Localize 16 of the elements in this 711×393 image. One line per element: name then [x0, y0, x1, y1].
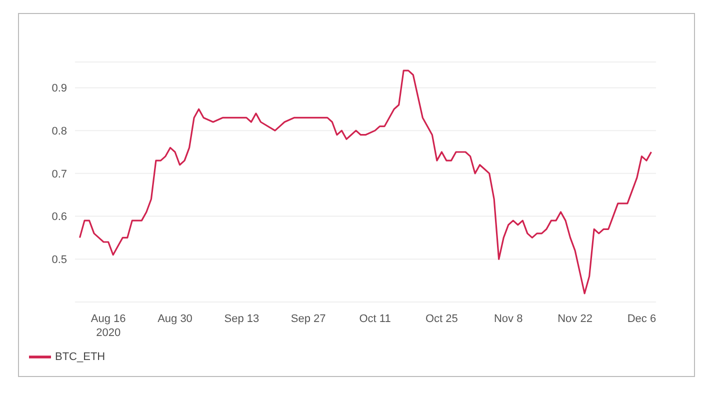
- y-tick-label: 0.6: [52, 211, 67, 224]
- x-tick-label: Aug 16 2020: [90, 313, 126, 339]
- y-tick-label: 0.5: [52, 254, 67, 266]
- legend-label: BTC_ETH: [55, 350, 106, 363]
- x-tick-label: Oct 25: [425, 313, 458, 325]
- x-tick-label: Oct 11: [359, 313, 391, 325]
- x-tick-label: Sep 13: [224, 313, 260, 325]
- x-tick-label: Nov 22: [558, 313, 592, 325]
- x-tick-label: Aug 30: [158, 313, 192, 325]
- x-tick-label: Dec 6: [627, 313, 656, 325]
- line-series: [78, 70, 652, 294]
- y-tick-label: 0.7: [52, 168, 67, 180]
- x-tick-label: Nov 8: [494, 313, 523, 325]
- y-tick-label: 0.8: [52, 125, 67, 138]
- x-tick-label: Sep 27: [290, 313, 326, 325]
- y-tick-label: 0.9: [52, 82, 67, 95]
